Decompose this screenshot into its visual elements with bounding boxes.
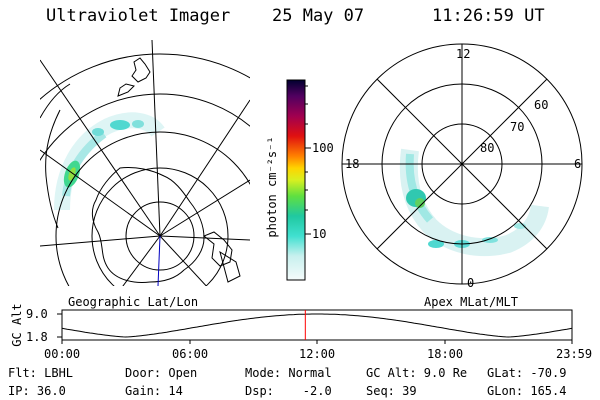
left-panel-label: Geographic Lat/Lon [68, 295, 199, 309]
timeline-ytick-high: 9.0 [26, 307, 48, 321]
info-mode: Mode: Normal [245, 366, 332, 380]
timeline-ytick-low: 1.8 [26, 330, 48, 344]
time-label: 11:26:59 UT [432, 6, 545, 26]
info-dsp: Dsp: -2.0 [245, 384, 332, 398]
instrument-title: Ultraviolet Imager [46, 6, 231, 26]
colorbar-tick-10: 10 [312, 227, 327, 241]
magnetic-polar-plot [341, 43, 583, 285]
mlt-label-18: 18 [345, 157, 360, 171]
lat-label-80: 80 [480, 141, 495, 155]
timeline-xtick-1200: 12:00 [299, 347, 336, 361]
mlt-label-6: 6 [574, 157, 582, 171]
timeline-xtick-1800: 18:00 [427, 347, 464, 361]
timeline-xtick-0600: 06:00 [172, 347, 209, 361]
timeline-ylabel: GC Alt [10, 303, 24, 347]
colorbar-unit-label: photon cm⁻²s⁻¹ [265, 136, 279, 238]
info-ip: IP: 36.0 [8, 384, 66, 398]
geographic-map [40, 39, 250, 286]
info-glon: GLon: 165.4 [487, 384, 567, 398]
info-gc-alt: GC Alt: 9.0 Re [366, 366, 468, 380]
info-gain: Gain: 14 [125, 384, 183, 398]
info-glat: GLat: -70.9 [487, 366, 567, 380]
right-panel-label: Apex MLat/MLT [424, 295, 518, 309]
lat-label-70: 70 [510, 120, 525, 134]
info-filter: Flt: LBHL [8, 366, 74, 380]
timeline-xtick-0000: 00:00 [44, 347, 81, 361]
colorbar-tick-100: 100 [312, 141, 334, 155]
timeline-xtick-2359: 23:59 [556, 347, 593, 361]
right-aurora [399, 148, 549, 257]
altitude-timeline [57, 309, 573, 344]
lat-label-60: 60 [534, 98, 549, 112]
info-door: Door: Open [125, 366, 198, 380]
altitude-curve [61, 313, 573, 338]
colorbar [286, 79, 311, 281]
info-seq: Seq: 39 [366, 384, 417, 398]
date-label: 25 May 07 [272, 6, 365, 26]
mlt-label-12: 12 [456, 47, 471, 61]
mlt-label-0: 0 [467, 276, 475, 290]
